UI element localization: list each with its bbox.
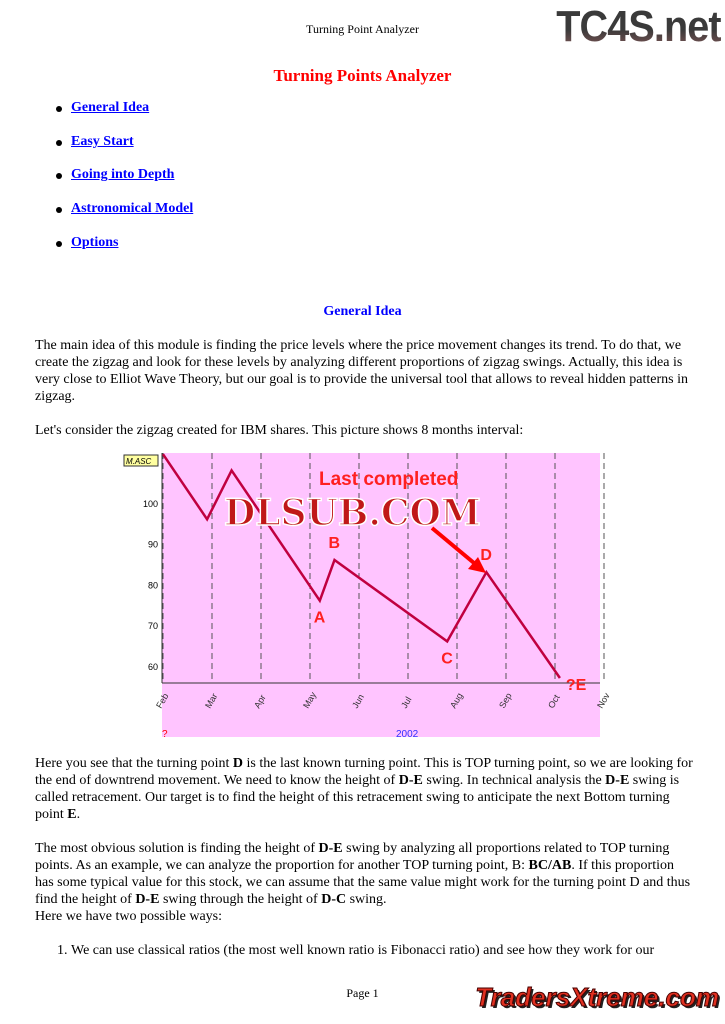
- text: . If this proportion has some typical va…: [35, 858, 691, 907]
- toc-link-easy-start[interactable]: Easy Start: [71, 133, 134, 149]
- text: D-E: [318, 841, 343, 856]
- section-heading: General Idea: [323, 304, 402, 319]
- x-tick-label: Jun: [350, 692, 366, 710]
- page-number: Page 1: [346, 986, 379, 1000]
- arrow-head: [468, 557, 486, 573]
- text: Here you see that the turning point: [35, 756, 233, 771]
- text: swing.: [346, 892, 387, 907]
- x-tick-label: Oct: [546, 692, 562, 710]
- toc-link-going-into-depth[interactable]: Going into Depth: [71, 167, 175, 183]
- x-tick-label: Nov: [595, 691, 612, 710]
- x-tick-label: Aug: [448, 691, 465, 710]
- toc-link-astronomical-model[interactable]: Astronomical Model: [71, 201, 194, 217]
- text: swing by analyzing all proportions relat…: [35, 841, 670, 873]
- zigzag-line: [161, 453, 561, 679]
- toc-item: Options: [56, 235, 193, 269]
- x-tick-label: Jul: [399, 695, 413, 710]
- toc-item: Astronomical Model: [56, 201, 193, 235]
- turning-point-label: D: [480, 547, 492, 564]
- text: The most obvious solution is finding the…: [35, 841, 319, 856]
- x-tick-label: Mar: [203, 692, 219, 710]
- text: BC/AB: [528, 858, 572, 873]
- text: swing is called retracement. Our target …: [35, 773, 680, 822]
- text: is the last known turning point. This is…: [35, 756, 693, 788]
- list-item: We can use classical ratios (the most we…: [71, 942, 695, 959]
- tc4s-logo: TC4S.net: [556, 2, 722, 51]
- text: D: [232, 756, 244, 771]
- annotation-arrow: [430, 526, 482, 570]
- watermark-text: DLSUB.COM: [224, 492, 481, 534]
- ways-list: We can use classical ratios (the most we…: [35, 942, 695, 959]
- ibm-zigzag-figure: 100 90 80 70 60 Feb Mar Apr May Jun Jul Aug Sep Oct No…: [123, 453, 612, 740]
- text: D-E: [398, 773, 423, 788]
- y-tick-label: 100: [143, 499, 158, 509]
- text: D-E: [135, 892, 160, 907]
- paragraph-ibm: Let's consider the zigzag created for IB…: [35, 423, 524, 438]
- y-tick-label: 90: [148, 540, 158, 550]
- turning-point-label: C: [441, 650, 453, 667]
- tradersxtreme-logo: TradersXtreme.com: [475, 982, 720, 1013]
- toc-item: Going into Depth: [56, 167, 193, 201]
- x-tick-label: Sep: [497, 691, 514, 710]
- year-label: 2002: [396, 729, 419, 740]
- x-tick-label: May: [301, 690, 318, 710]
- toc-item: General Idea: [56, 100, 193, 134]
- toc-link-options[interactable]: Options: [71, 234, 119, 250]
- toc-link-general-idea[interactable]: General Idea: [71, 100, 150, 115]
- text: .: [76, 807, 81, 822]
- text: E: [67, 807, 77, 822]
- text: swing. In technical analysis the: [422, 773, 606, 788]
- paragraph-intro: The main idea of this module is finding …: [35, 338, 688, 404]
- toc-item: Easy Start: [56, 134, 193, 168]
- turning-point-label: B: [329, 535, 341, 552]
- text: D-E: [605, 773, 630, 788]
- text: swing through the height of: [159, 892, 322, 907]
- tag-label: M.ASC: [126, 457, 152, 466]
- page-title: Turning Points Analyzer: [273, 66, 452, 85]
- paragraph-turning-point-d: Here you see that the turning point D is…: [35, 755, 695, 823]
- x-tick-label: Feb: [154, 692, 170, 710]
- text: Here we have two possible ways:: [35, 909, 223, 924]
- running-header: Turning Point Analyzer: [306, 22, 419, 36]
- zigzag-chart: 100 90 80 70 60 Feb Mar Apr May Jun Jul Aug Sep Oct No…: [123, 453, 612, 740]
- corner-label: ?: [162, 729, 168, 740]
- table-of-contents: General Idea Easy Start Going into Depth…: [56, 100, 193, 268]
- x-tick-label: Apr: [252, 693, 268, 710]
- text: D-C: [321, 892, 347, 907]
- annotation-text: Last completed: [319, 469, 458, 490]
- y-tick-label: 60: [148, 662, 158, 672]
- y-tick-label: 70: [148, 621, 158, 631]
- turning-point-label: ?E: [566, 677, 587, 694]
- y-tick-label: 80: [148, 580, 158, 590]
- turning-point-label: A: [314, 610, 326, 627]
- tag-box: [123, 454, 159, 467]
- paragraph-obvious-solution: The most obvious solution is finding the…: [35, 840, 695, 925]
